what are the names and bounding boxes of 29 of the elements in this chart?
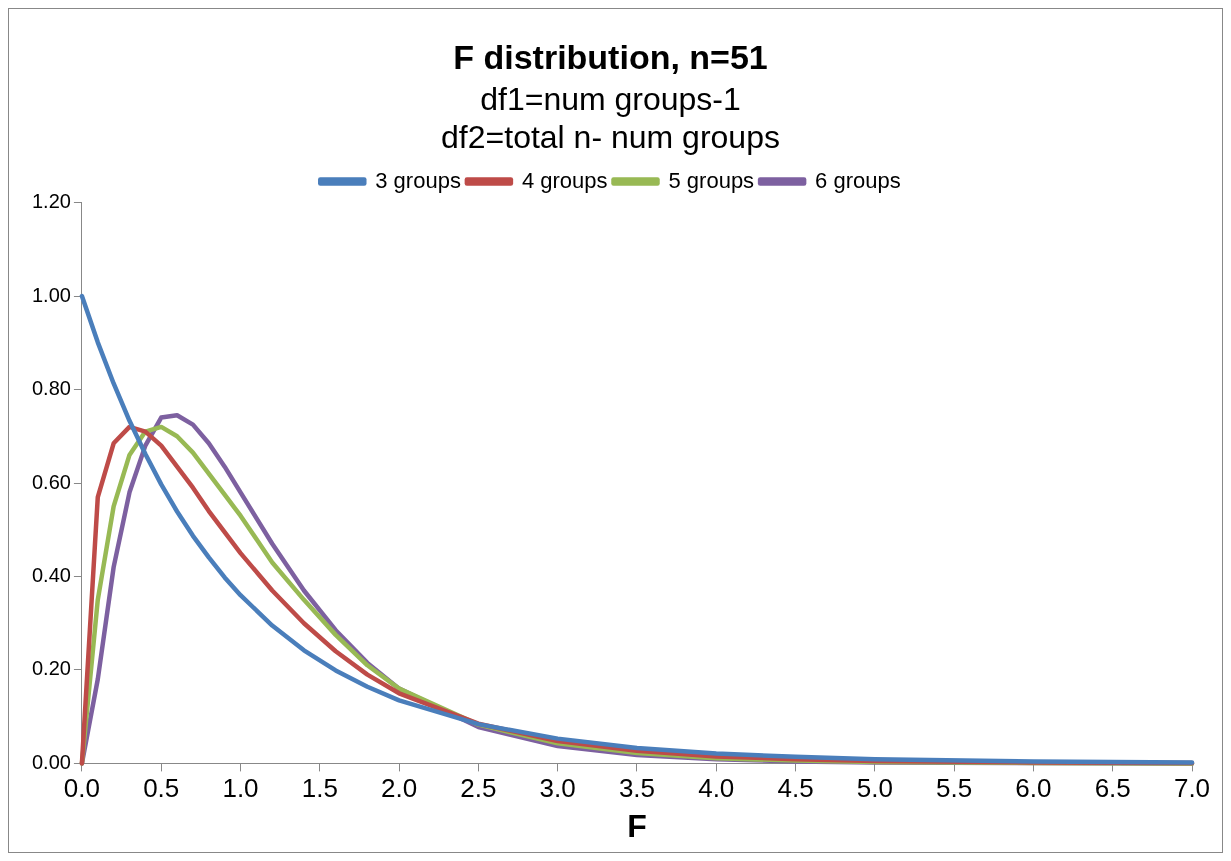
x-tick-label: 2.5 (460, 773, 497, 804)
y-tick-label: 0.20 (31, 657, 71, 680)
x-tick-label: 5.5 (936, 773, 973, 804)
y-tick-label: 1.20 (31, 190, 71, 213)
chart-subtitle: df1=num groups-1 df2=total n- num groups (441, 80, 780, 156)
x-tick-label: 7.0 (1173, 773, 1211, 804)
x-tick-label: 1.0 (222, 773, 259, 804)
x-tick-label: 0.0 (63, 773, 100, 804)
x-tick-label: 6.0 (1015, 773, 1052, 804)
x-tick-label: 4.5 (777, 773, 814, 804)
y-tick-label: 0.40 (31, 563, 71, 586)
x-axis-title: F (627, 807, 647, 844)
y-tick-label: 0.00 (31, 750, 71, 773)
x-tick-label: 3.0 (539, 773, 576, 804)
x-tick-label: 3.5 (618, 773, 656, 804)
chart-title: F distribution, n=51 (453, 37, 768, 76)
y-tick-label: 1.00 (31, 283, 71, 306)
y-tick-label: 0.60 (31, 470, 71, 493)
x-tick-label: 2.0 (381, 773, 418, 804)
legend-label: 4 groups (521, 167, 608, 193)
legend-label: 5 groups (668, 167, 755, 193)
x-tick-label: 1.5 (301, 773, 338, 804)
y-tick-label: 0.80 (31, 377, 71, 400)
x-tick-label: 0.5 (143, 773, 180, 804)
legend-label: 6 groups (815, 167, 901, 193)
x-tick-label: 4.0 (698, 773, 735, 804)
legend-label: 3 groups (375, 167, 461, 193)
x-tick-label: 5.0 (856, 773, 893, 804)
x-tick-label: 6.5 (1094, 773, 1131, 804)
